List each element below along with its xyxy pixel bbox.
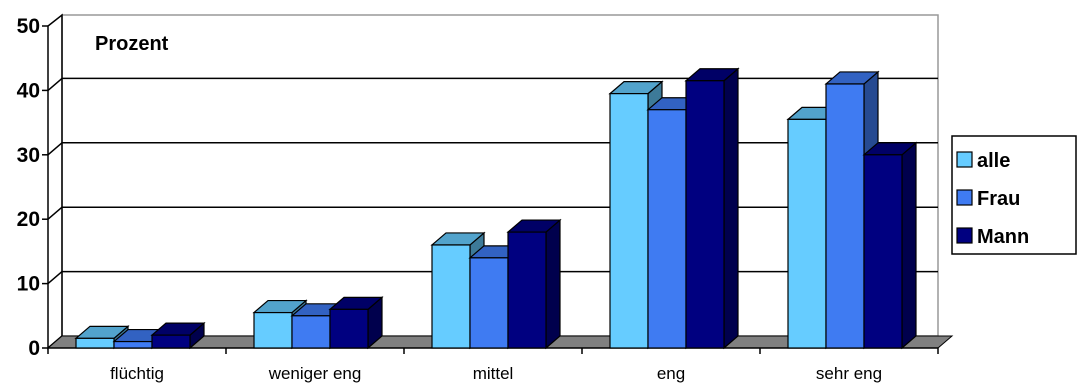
bars xyxy=(74,67,918,350)
bar-front xyxy=(863,154,903,349)
x-category-label: sehr eng xyxy=(816,364,882,383)
bar xyxy=(684,67,740,350)
y-tick-label: 20 xyxy=(17,208,40,231)
unit-label: Prozent xyxy=(95,33,169,55)
bar xyxy=(506,218,562,350)
y-axis-wall xyxy=(47,13,63,350)
legend-swatch xyxy=(956,227,973,244)
gridline-side xyxy=(47,271,63,285)
bar-front xyxy=(609,93,649,349)
bar-front xyxy=(75,337,115,349)
x-category-label: eng xyxy=(657,364,685,383)
gridline-side xyxy=(47,206,63,220)
bar-front xyxy=(787,118,827,349)
legend-swatch xyxy=(956,151,973,168)
x-category-label: mittel xyxy=(473,364,514,383)
bar-front xyxy=(685,80,725,349)
bar-front xyxy=(113,340,153,349)
x-category-labels: flüchtig weniger eng mittel eng sehr eng xyxy=(110,364,882,383)
x-category-label: weniger eng xyxy=(268,364,362,383)
legend: alle Frau Mann xyxy=(951,135,1077,255)
y-tick-label: 30 xyxy=(17,144,40,167)
bar-front xyxy=(291,315,331,349)
bar-front xyxy=(507,231,547,349)
bar xyxy=(862,141,918,350)
x-category-label: flüchtig xyxy=(110,364,164,383)
bar-front xyxy=(431,244,471,349)
bar-side xyxy=(901,141,917,350)
legend-label: Mann xyxy=(977,226,1029,248)
bar-front xyxy=(329,308,369,349)
bar-front xyxy=(647,109,687,349)
y-tick-label: 10 xyxy=(17,273,40,296)
y-tick-labels: 0 10 20 30 40 50 xyxy=(17,15,40,360)
bar xyxy=(150,321,206,350)
legend-swatch xyxy=(956,189,973,206)
y-tick-label: 50 xyxy=(17,15,40,38)
bar-side xyxy=(545,218,561,350)
bar-side xyxy=(723,67,739,350)
bar xyxy=(328,296,384,350)
legend-label: alle xyxy=(977,150,1010,172)
bar-front xyxy=(253,311,293,349)
y-tick-label: 40 xyxy=(17,79,40,102)
legend-box xyxy=(951,135,1077,255)
gridline-side xyxy=(47,77,63,91)
bar-front xyxy=(825,83,865,349)
bar-front xyxy=(469,257,509,349)
gridline-side xyxy=(47,142,63,156)
legend-label: Frau xyxy=(977,188,1020,210)
bar-front xyxy=(151,334,191,349)
y-tick-label: 0 xyxy=(28,337,40,360)
